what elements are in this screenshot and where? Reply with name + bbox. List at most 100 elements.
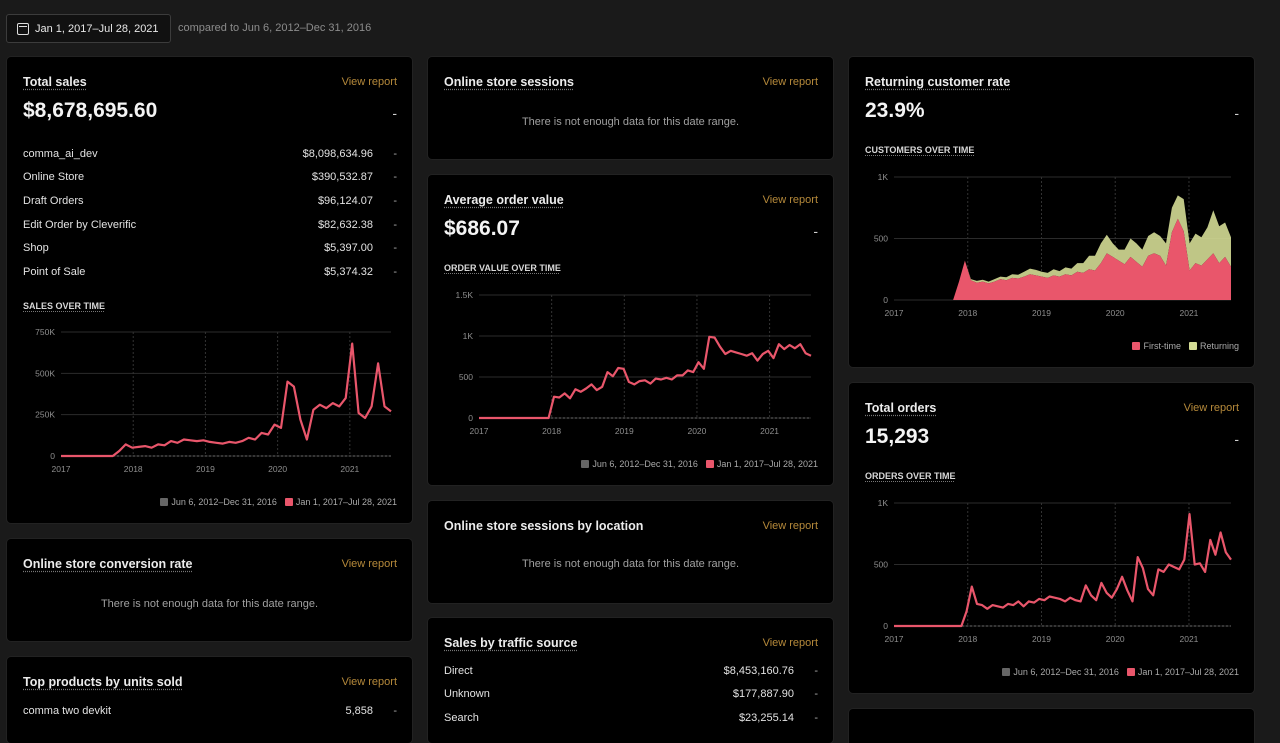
legend-swatch [284,498,293,506]
calendar-icon [17,22,29,35]
x-tick-label: 2019 [1032,308,1051,318]
legend-swatch [1188,342,1197,350]
y-tick-label: 750K [35,327,55,337]
card-title[interactable]: Online store sessions [444,75,574,89]
card-title[interactable]: Top products by units sold [23,675,183,689]
no-data-message: There is not enough data for this date r… [100,598,319,610]
legend-item-current: Jan 1, 2017–Jul 28, 2021 [705,459,818,469]
date-range-label: Jan 1, 2017–Jul 28, 2021 [35,22,159,35]
channel-value: $5,374.32 [324,266,373,278]
product-units: 5,858 [345,705,373,717]
channel-value: $5,397.00 [324,242,373,254]
channel-change: - [393,171,397,183]
sales-channel-row: Edit Order by Cleverific $82,632.38 - [23,219,397,233]
view-report-link[interactable]: View report [762,520,818,532]
legend-swatch [705,460,714,468]
total-sales-card: Total sales View report $8,678,695.60 - … [7,57,412,523]
legend-label: Returning [1199,341,1239,351]
chart-legend: Jun 6, 2012–Dec 31, 2016 Jan 1, 2017–Jul… [1002,667,1239,677]
x-tick-label: 2018 [124,464,143,474]
y-tick-label: 1K [878,172,889,182]
x-tick-label: 2020 [687,426,706,436]
legend-item-first-time: First-time [1132,341,1181,351]
change-indicator: - [1234,105,1239,121]
customers-over-time-chart: 0 500 1K 2017 2018 2019 2020 2021 [874,172,1231,318]
x-tick-label: 2017 [885,634,904,644]
sales-channel-row: Online Store $390,532.87 - [23,171,397,185]
x-tick-label: 2021 [760,426,779,436]
change-indicator: - [392,105,397,121]
sales-channel-row: Shop $5,397.00 - [23,242,397,256]
legend-label: Jun 6, 2012–Dec 31, 2016 [171,497,277,507]
y-tick-label: 500 [459,372,473,382]
chart-subtitle[interactable]: SALES OVER TIME [23,301,106,311]
channel-change: - [393,242,397,254]
source-change: - [814,665,818,677]
x-tick-label: 2020 [1106,634,1125,644]
channel-name: Shop [23,242,49,254]
sales-channel-row: Draft Orders $96,124.07 - [23,195,397,209]
current-period-line [479,335,812,420]
y-tick-label: 500 [874,234,888,244]
card-title[interactable]: Average order value [444,193,564,207]
y-tick-label: 500 [874,560,888,570]
channel-name: Edit Order by Cleverific [23,219,137,231]
view-report-link[interactable]: View report [341,558,397,570]
legend-item-current: Jan 1, 2017–Jul 28, 2021 [1126,667,1239,677]
legend-swatch [1132,342,1141,350]
x-tick-label: 2018 [542,426,561,436]
date-toolbar: Jan 1, 2017–Jul 28, 2021 compared to Jun… [0,0,1280,54]
x-tick-label: 2019 [196,464,215,474]
legend-label: Jun 6, 2012–Dec 31, 2016 [592,459,698,469]
change-indicator: - [1234,431,1239,447]
source-value: $8,453,160.76 [723,665,794,677]
legend-label: Jan 1, 2017–Jul 28, 2021 [716,459,818,469]
legend-item-previous: Jun 6, 2012–Dec 31, 2016 [160,497,277,507]
chart-subtitle[interactable]: ORDERS OVER TIME [865,471,956,481]
view-report-link[interactable]: View report [762,194,818,206]
chart-legend: Jun 6, 2012–Dec 31, 2016 Jan 1, 2017–Jul… [581,459,818,469]
y-tick-label: 250K [35,410,55,420]
x-tick-label: 2021 [1180,308,1199,318]
average-order-value-card: Average order value View report $686.07 … [428,175,833,485]
channel-name: comma_ai_dev [23,148,98,160]
legend-swatch [1126,668,1135,676]
date-range-picker[interactable]: Jan 1, 2017–Jul 28, 2021 [6,14,171,43]
channel-value: $96,124.07 [317,195,373,207]
card-title[interactable]: Online store conversion rate [23,557,193,571]
source-change: - [814,712,818,724]
view-report-link[interactable]: View report [341,76,397,88]
view-report-link[interactable]: View report [762,76,818,88]
traffic-source-row: Direct $8,453,160.76 - [444,665,818,679]
view-report-link[interactable]: View report [762,637,818,649]
legend-swatch [1002,668,1011,676]
y-tick-label: 0 [883,295,888,305]
y-tick-label: 0 [50,451,55,461]
orders-over-time-chart: 0 500 1K 2017 2018 2019 2020 2021 [874,498,1232,644]
source-name: Search [444,712,479,724]
total-orders-value: 15,293 [865,425,930,448]
view-report-link[interactable]: View report [1183,402,1239,414]
card-title[interactable]: Returning customer rate [865,75,1011,89]
product-name: comma two devkit [23,705,112,717]
channel-change: - [393,219,397,231]
source-name: Direct [444,665,473,677]
view-report-link[interactable]: View report [341,676,397,688]
source-name: Unknown [444,688,490,700]
card-title[interactable]: Total orders [865,401,937,415]
card-title[interactable]: Sales by traffic source [444,636,578,650]
y-tick-label: 0 [468,413,473,423]
chart-subtitle[interactable]: ORDER VALUE OVER TIME [444,263,561,273]
x-tick-label: 2020 [268,464,287,474]
chart-legend: Jun 6, 2012–Dec 31, 2016 Jan 1, 2017–Jul… [160,497,397,507]
no-data-message: There is not enough data for this date r… [521,116,740,128]
legend-label: Jan 1, 2017–Jul 28, 2021 [295,497,397,507]
card-title[interactable]: Total sales [23,75,87,89]
top-products-card: Top products by units sold View report c… [7,657,412,743]
channel-value: $82,632.38 [317,219,373,231]
channel-value: $8,098,634.96 [302,148,373,160]
channel-name: Online Store [23,171,85,183]
online-store-sessions-card: Online store sessions View report There … [428,57,833,159]
card-title[interactable]: Online store sessions by location [444,519,644,533]
chart-subtitle[interactable]: CUSTOMERS OVER TIME [865,145,975,155]
